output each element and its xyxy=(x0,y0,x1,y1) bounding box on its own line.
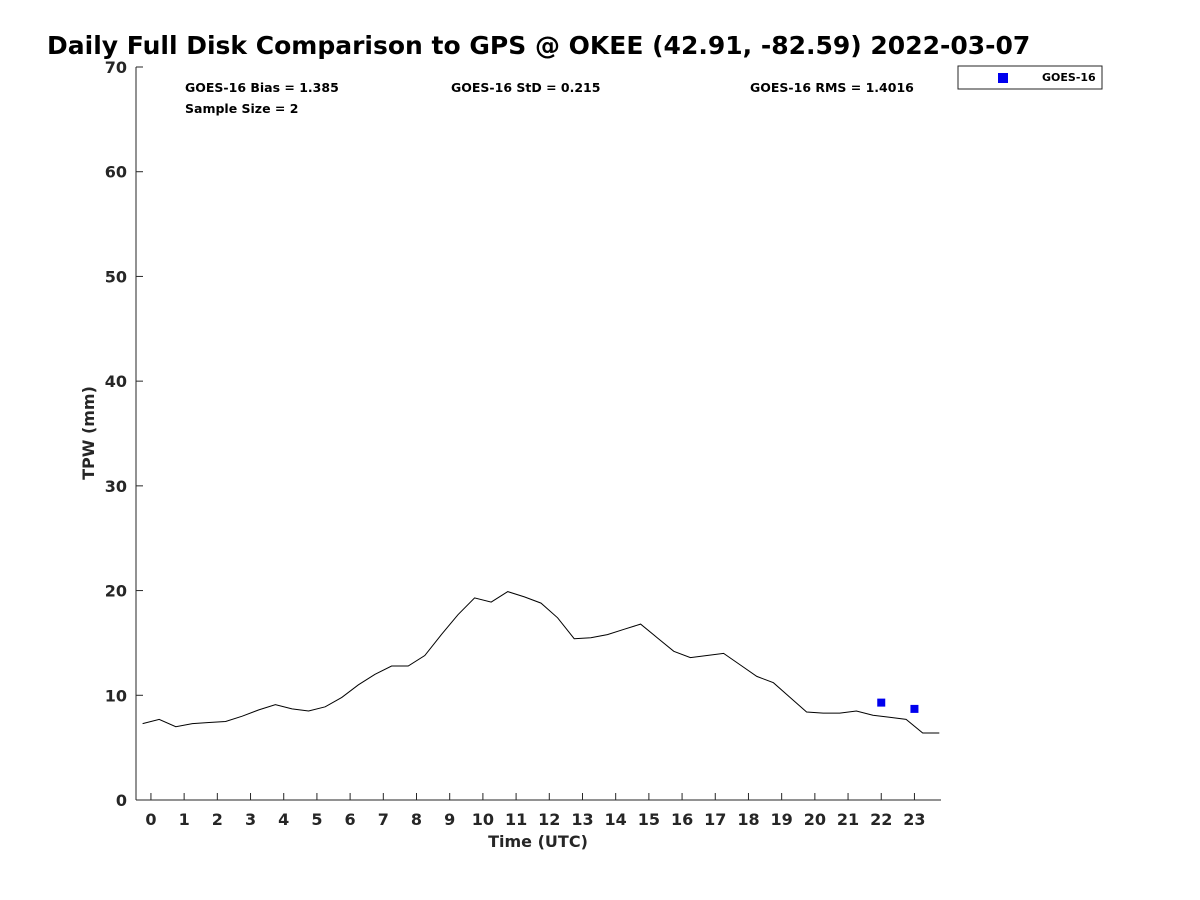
x-tick-label: 5 xyxy=(311,810,322,829)
rms-stat: GOES-16 RMS = 1.4016 xyxy=(750,80,914,95)
y-tick-label: 30 xyxy=(105,477,127,496)
x-tick-label: 1 xyxy=(179,810,190,829)
x-ticks: 0 1 2 3 4 5 6 7 8 9 10 11 12 13 14 15 16 17 18 19 20 21 22 23 xyxy=(145,793,926,829)
y-tick-label: 60 xyxy=(105,163,127,182)
y-axis-label: TPW (mm) xyxy=(79,386,98,480)
x-tick-label: 9 xyxy=(444,810,455,829)
x-tick-label: 22 xyxy=(870,810,892,829)
x-tick-label: 17 xyxy=(704,810,726,829)
y-tick-label: 70 xyxy=(105,58,127,77)
gps-tpw-line xyxy=(142,591,940,734)
x-tick-label: 19 xyxy=(771,810,793,829)
x-tick-label: 23 xyxy=(903,810,925,829)
legend-marker-goes16 xyxy=(998,73,1008,83)
x-tick-label: 4 xyxy=(278,810,289,829)
x-tick-label: 2 xyxy=(212,810,223,829)
x-tick-label: 7 xyxy=(378,810,389,829)
stats-annotations: GOES-16 Bias = 1.385 GOES-16 StD = 0.215… xyxy=(185,80,914,116)
sample-size-stat: Sample Size = 2 xyxy=(185,101,298,116)
y-tick-label: 40 xyxy=(105,372,127,391)
x-tick-label: 18 xyxy=(737,810,759,829)
x-tick-label: 16 xyxy=(671,810,693,829)
x-tick-label: 15 xyxy=(638,810,660,829)
x-tick-label: 3 xyxy=(245,810,256,829)
y-tick-label: 50 xyxy=(105,267,127,286)
goes16-point xyxy=(910,704,919,713)
x-tick-label: 8 xyxy=(411,810,422,829)
y-ticks: 0 10 20 30 40 50 60 70 xyxy=(105,58,143,810)
x-tick-label: 21 xyxy=(837,810,859,829)
std-stat: GOES-16 StD = 0.215 xyxy=(451,80,600,95)
x-tick-label: 6 xyxy=(345,810,356,829)
x-tick-label: 10 xyxy=(472,810,494,829)
legend-box xyxy=(957,65,1103,90)
x-tick-label: 13 xyxy=(571,810,593,829)
y-tick-label: 20 xyxy=(105,582,127,601)
goes16-point xyxy=(877,698,886,707)
legend-label-goes16: GOES-16 xyxy=(1042,71,1096,84)
x-tick-label: 12 xyxy=(538,810,560,829)
bias-stat: GOES-16 Bias = 1.385 xyxy=(185,80,339,95)
y-tick-label: 10 xyxy=(105,686,127,705)
goes16-points xyxy=(877,698,919,713)
x-tick-label: 0 xyxy=(145,810,156,829)
y-tick-label: 0 xyxy=(116,791,127,810)
x-tick-label: 14 xyxy=(605,810,627,829)
legend: GOES-16 xyxy=(957,65,1103,90)
x-axis-label: Time (UTC) xyxy=(488,832,588,851)
x-tick-label: 20 xyxy=(804,810,826,829)
x-tick-label: 11 xyxy=(505,810,527,829)
chart-title: Daily Full Disk Comparison to GPS @ OKEE… xyxy=(47,31,1030,60)
